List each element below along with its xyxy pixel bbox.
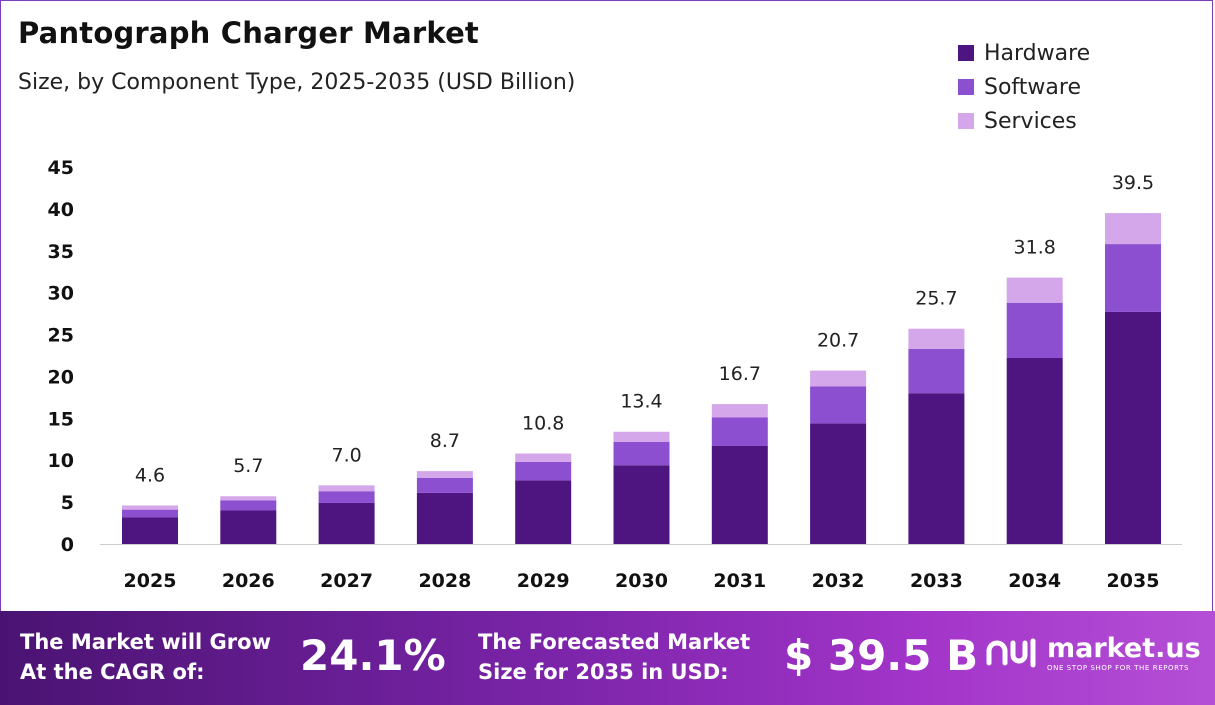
chart-subtitle: Size, by Component Type, 2025-2035 (USD … xyxy=(18,70,576,95)
y-tick-label: 25 xyxy=(48,325,74,347)
forecast-value: $ 39.5 B xyxy=(784,631,979,680)
bar-segment-software xyxy=(1105,244,1161,312)
legend-swatch-software xyxy=(958,79,974,95)
x-tick-label: 2034 xyxy=(1008,570,1061,592)
bar-total-label: 39.5 xyxy=(1112,172,1154,194)
bar-segment-hardware xyxy=(220,510,277,544)
bar-segment-services xyxy=(1006,277,1063,303)
legend-label-software: Software xyxy=(984,74,1081,100)
bar-segment-software xyxy=(613,441,670,466)
bar-segment-software xyxy=(515,461,572,481)
bar-segment-software xyxy=(1006,302,1063,359)
x-tick-label: 2028 xyxy=(418,570,471,592)
bar-total-label: 20.7 xyxy=(817,330,859,352)
bar-segment-services xyxy=(515,453,572,462)
chart-title: Pantograph Charger Market xyxy=(18,16,479,50)
forecast-label-line1: The Forecasted Market xyxy=(478,630,751,654)
bar-segment-services xyxy=(220,496,277,501)
x-tick-label: 2027 xyxy=(320,570,373,592)
x-tick-label: 2032 xyxy=(812,570,865,592)
bar-segment-services xyxy=(908,328,965,349)
bar-segment-services xyxy=(613,431,670,442)
bar-segment-software xyxy=(416,477,473,493)
bar-total-label: 31.8 xyxy=(1014,237,1056,259)
y-tick-label: 5 xyxy=(61,492,74,514)
bar-segment-software xyxy=(220,500,277,511)
bar-segment-software xyxy=(810,386,867,424)
cagr-label-line1: The Market will Grow xyxy=(20,630,271,654)
x-tick-label: 2031 xyxy=(713,570,766,592)
bar-segment-software xyxy=(908,348,965,394)
bar-segment-software xyxy=(318,491,375,503)
x-tick-label: 2025 xyxy=(124,570,177,592)
bar-segment-hardware xyxy=(416,492,473,544)
bar-segment-services xyxy=(1105,213,1161,245)
bar-segment-hardware xyxy=(613,465,670,544)
legend-item-software: Software xyxy=(958,70,1090,104)
legend-swatch-hardware xyxy=(958,45,974,61)
x-tick-label: 2029 xyxy=(517,570,570,592)
bar-total-label: 13.4 xyxy=(620,391,662,413)
brand-text: market.us ONE STOP SHOP FOR THE REPORTS xyxy=(1047,632,1201,672)
bar-total-label: 4.6 xyxy=(135,464,165,486)
legend-item-services: Services xyxy=(958,104,1090,138)
bar-segment-services xyxy=(711,404,768,418)
cagr-label-line2: At the CAGR of: xyxy=(20,660,205,684)
bar-segment-services xyxy=(318,485,375,492)
bar-total-label: 10.8 xyxy=(522,413,564,435)
legend-item-hardware: Hardware xyxy=(958,36,1090,70)
bar-segment-services xyxy=(416,471,473,478)
legend: Hardware Software Services xyxy=(958,36,1090,138)
bar-segment-software xyxy=(122,509,178,518)
bar-total-label: 25.7 xyxy=(915,288,957,310)
bar-segment-hardware xyxy=(122,517,178,544)
legend-label-services: Services xyxy=(984,108,1077,134)
bar-segment-hardware xyxy=(1006,358,1063,544)
y-tick-label: 15 xyxy=(48,408,74,430)
cagr-label: The Market will Grow At the CAGR of: xyxy=(20,627,271,687)
bar-total-label: 5.7 xyxy=(233,455,263,477)
stacked-bar-chart: 0510152025303540454.620255.720267.020278… xyxy=(48,157,1182,592)
bar-segment-hardware xyxy=(908,393,965,544)
bar-segment-hardware xyxy=(318,502,375,544)
y-tick-label: 20 xyxy=(48,366,74,388)
footer-banner: The Market will Grow At the CAGR of: 24.… xyxy=(0,611,1215,705)
brand-tagline: ONE STOP SHOP FOR THE REPORTS xyxy=(1047,663,1190,672)
cagr-value: 24.1% xyxy=(300,631,446,680)
x-tick-label: 2030 xyxy=(615,570,668,592)
bar-total-label: 16.7 xyxy=(719,363,761,385)
y-tick-label: 0 xyxy=(61,534,74,556)
brand-name: market.us xyxy=(1047,632,1201,664)
bar-segment-hardware xyxy=(1105,311,1161,544)
forecast-label: The Forecasted Market Size for 2035 in U… xyxy=(478,627,750,687)
x-tick-label: 2035 xyxy=(1107,570,1160,592)
forecast-label-line2: Size for 2035 in USD: xyxy=(478,660,729,684)
bar-segment-hardware xyxy=(810,423,867,544)
bar-segment-hardware xyxy=(711,445,768,544)
legend-label-hardware: Hardware xyxy=(984,40,1091,66)
bar-total-label: 7.0 xyxy=(331,444,361,466)
bar-segment-software xyxy=(711,417,768,446)
brand-logo: market.us ONE STOP SHOP FOR THE REPORTS xyxy=(985,633,1201,673)
bar-total-label: 8.7 xyxy=(430,430,460,452)
y-tick-label: 30 xyxy=(48,283,74,305)
bar-segment-services xyxy=(810,370,867,387)
bar-segment-hardware xyxy=(515,480,572,544)
bar-segment-services xyxy=(122,505,178,510)
y-tick-label: 40 xyxy=(48,199,74,221)
x-tick-label: 2033 xyxy=(910,570,963,592)
x-tick-label: 2026 xyxy=(222,570,275,592)
y-tick-label: 45 xyxy=(48,157,74,179)
legend-swatch-services xyxy=(958,113,974,129)
y-tick-label: 10 xyxy=(48,450,74,472)
y-tick-label: 35 xyxy=(48,241,74,263)
market-us-logo-icon xyxy=(986,638,1036,668)
